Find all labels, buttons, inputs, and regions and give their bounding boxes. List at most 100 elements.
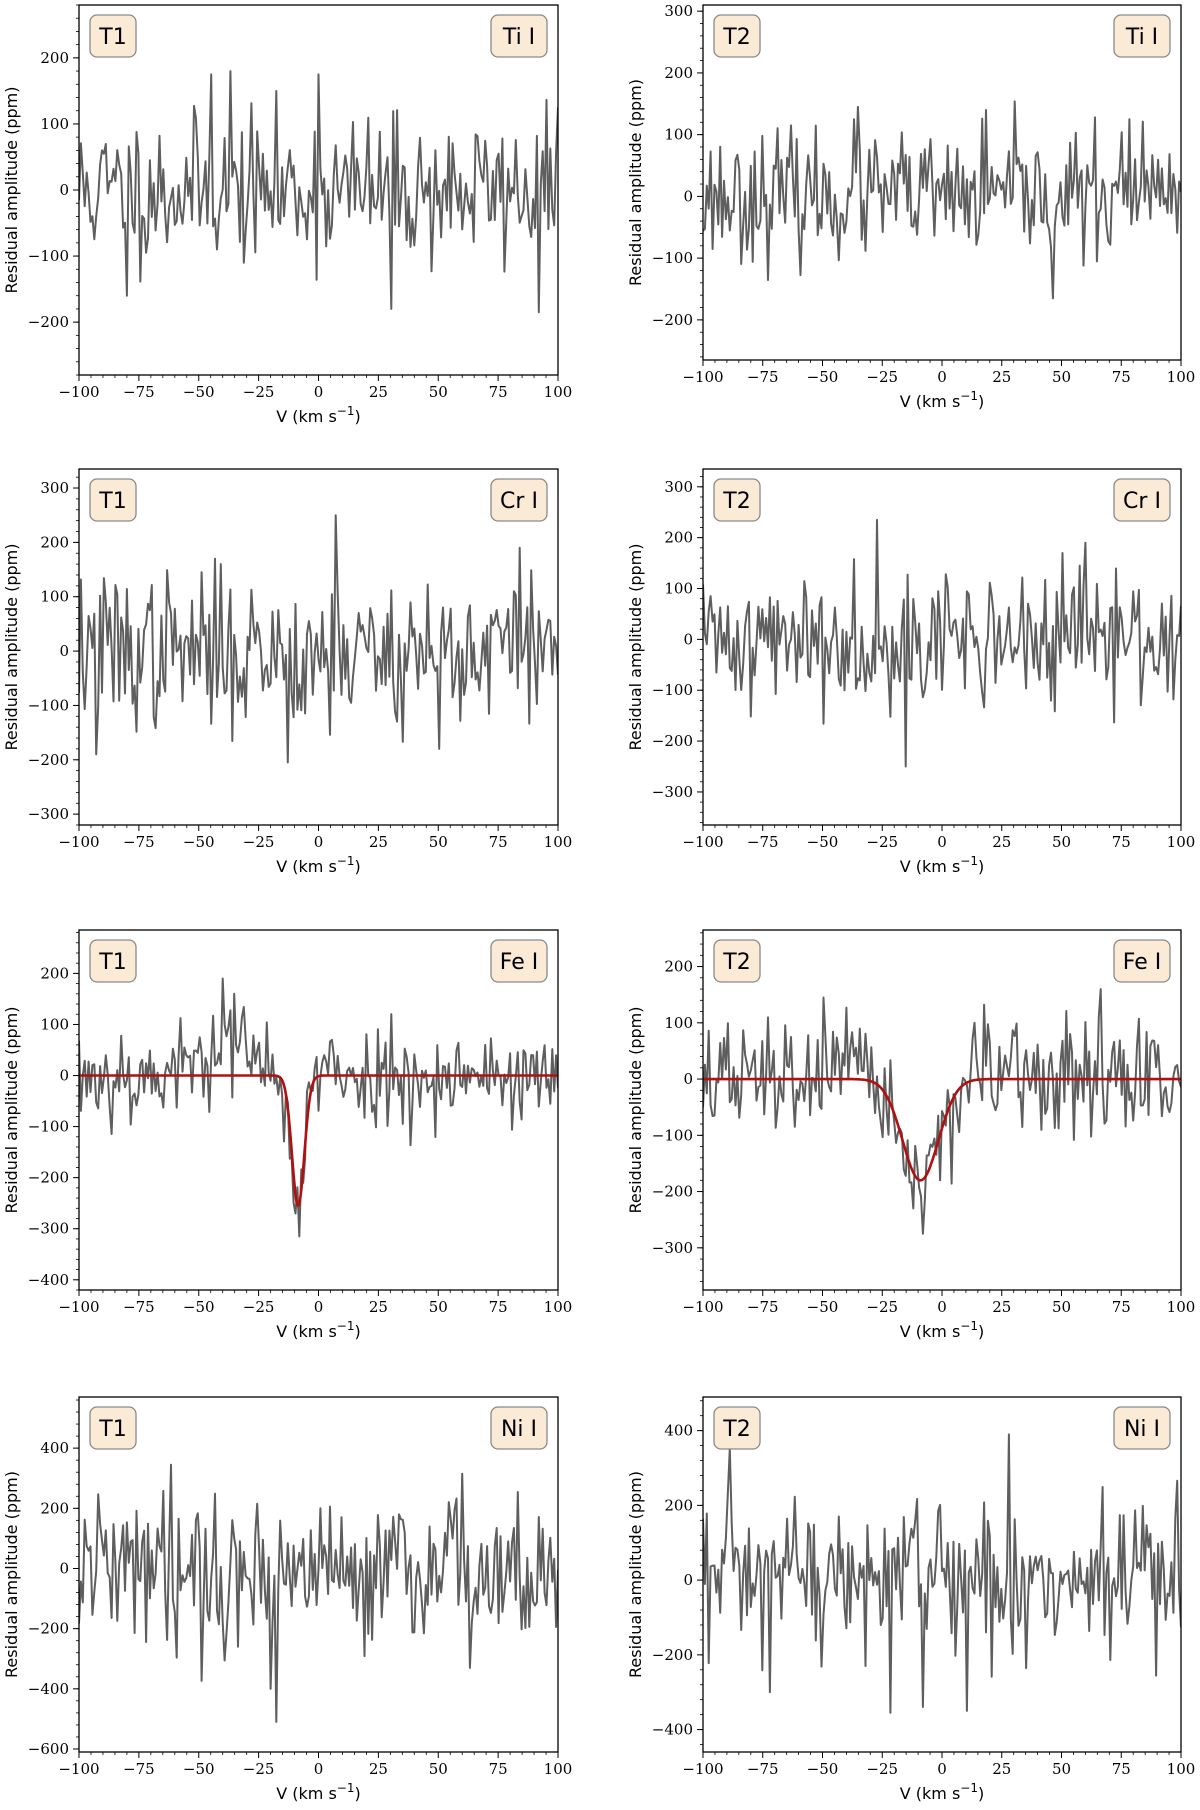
x-tick-label: −50 xyxy=(807,368,839,386)
y-tick-label: −600 xyxy=(28,1740,69,1758)
x-tick-label: 50 xyxy=(429,1760,448,1778)
x-tick-label: −25 xyxy=(243,1298,275,1316)
x-tick-label: 50 xyxy=(1052,833,1071,851)
y-tick-label: 100 xyxy=(40,588,69,606)
x-tick-label: 100 xyxy=(544,833,573,851)
y-tick-label: 0 xyxy=(683,1070,693,1088)
y-tick-label: 0 xyxy=(59,642,69,660)
x-tick-label: 75 xyxy=(489,383,508,401)
species-badge-box xyxy=(490,478,548,522)
x-tick-label: −75 xyxy=(123,1760,155,1778)
x-tick-label: 0 xyxy=(937,833,947,851)
x-tick-label: 25 xyxy=(369,383,388,401)
transit-badge: T2 xyxy=(722,489,750,514)
x-tick-label: −50 xyxy=(183,833,215,851)
y-axis-label: Residual amplitude (ppm) xyxy=(2,1471,21,1678)
x-axis-label: V (km s−1) xyxy=(900,1781,985,1803)
y-tick-label: 200 xyxy=(664,958,693,976)
y-tick-label: 200 xyxy=(664,64,693,82)
x-axis-label: V (km s−1) xyxy=(276,404,361,426)
x-tick-label: 50 xyxy=(1052,368,1071,386)
y-tick-label: −400 xyxy=(28,1271,69,1289)
transit-badge-box xyxy=(713,939,761,983)
transit-badge: T2 xyxy=(722,950,750,975)
x-tick-label: 0 xyxy=(314,833,324,851)
y-axis-label: Residual amplitude (ppm) xyxy=(626,544,645,751)
x-tick-label: 50 xyxy=(429,833,448,851)
x-tick-label: −50 xyxy=(183,383,215,401)
y-axis-label: Residual amplitude (ppm) xyxy=(2,87,21,294)
transit-badge: T1 xyxy=(98,489,126,514)
y-tick-label: 400 xyxy=(664,1422,693,1440)
x-tick-label: 25 xyxy=(369,1298,388,1316)
transit-badge: T2 xyxy=(722,25,750,50)
panel-T1-Fe: −100 −75 −50 −25 0 25 50 75 100 −400 −300 −200 −100 0… xyxy=(2,929,572,1341)
y-tick-label: −100 xyxy=(28,1118,69,1136)
x-tick-label: −25 xyxy=(866,1760,898,1778)
residual-series xyxy=(79,1463,558,1723)
y-tick-label: −200 xyxy=(28,1620,69,1638)
panel-T1-Ni: −100 −75 −50 −25 0 25 50 75 100 −600 −400 −200 0 200 4… xyxy=(2,1396,572,1803)
species-badge: Ni I xyxy=(501,1417,537,1442)
x-tick-label: −25 xyxy=(866,833,898,851)
y-tick-label: 0 xyxy=(683,630,693,648)
x-axis-label: V (km s−1) xyxy=(900,389,985,411)
species-badge-box xyxy=(490,14,548,58)
panel-T2-Ti: −100 −75 −50 −25 0 25 50 75 100 −200 −100 0 100 200 30… xyxy=(626,2,1195,411)
transit-badge-box xyxy=(89,14,137,58)
y-tick-label: −200 xyxy=(652,732,693,750)
x-tick-label: −75 xyxy=(747,368,779,386)
y-tick-label: 0 xyxy=(59,1067,69,1085)
x-tick-label: −100 xyxy=(58,1298,99,1316)
y-tick-label: −200 xyxy=(652,1183,693,1201)
x-tick-label: 0 xyxy=(937,368,947,386)
y-tick-label: −300 xyxy=(652,783,693,801)
x-tick-label: 100 xyxy=(1167,368,1196,386)
gaussian-model-fit xyxy=(79,1074,558,1208)
species-badge: Fe I xyxy=(1123,950,1161,975)
x-tick-label: 0 xyxy=(314,1760,324,1778)
x-tick-label: −100 xyxy=(58,833,99,851)
x-tick-label: 0 xyxy=(937,1760,947,1778)
x-tick-label: −75 xyxy=(747,833,779,851)
species-badge: Cr I xyxy=(500,489,538,514)
x-tick-label: 75 xyxy=(1112,368,1131,386)
x-tick-label: 50 xyxy=(1052,1298,1071,1316)
x-tick-label: −100 xyxy=(682,368,723,386)
gaussian-model-fit xyxy=(703,1077,1181,1182)
y-tick-label: −400 xyxy=(652,1721,693,1739)
x-axis-label: V (km s−1) xyxy=(900,854,985,876)
x-tick-label: −75 xyxy=(123,833,155,851)
x-tick-label: −75 xyxy=(123,1298,155,1316)
x-tick-label: 100 xyxy=(1167,1760,1196,1778)
y-tick-label: 0 xyxy=(59,1559,69,1577)
y-tick-label: 200 xyxy=(664,529,693,547)
x-tick-label: 25 xyxy=(992,833,1011,851)
x-tick-label: −25 xyxy=(243,1760,275,1778)
x-tick-label: 75 xyxy=(1112,1298,1131,1316)
species-badge: Ti I xyxy=(1125,25,1158,50)
y-tick-label: 200 xyxy=(40,1499,69,1517)
residual-series xyxy=(703,988,1181,1235)
x-tick-label: −25 xyxy=(866,1298,898,1316)
species-badge-box xyxy=(1113,1406,1171,1450)
x-tick-label: −50 xyxy=(183,1298,215,1316)
residual-series xyxy=(79,977,558,1238)
y-tick-label: 100 xyxy=(40,1015,69,1033)
y-tick-label: 300 xyxy=(40,479,69,497)
y-tick-label: −100 xyxy=(28,696,69,714)
x-tick-label: −50 xyxy=(807,1760,839,1778)
x-tick-label: −100 xyxy=(58,383,99,401)
y-tick-label: −300 xyxy=(28,805,69,823)
y-tick-label: 100 xyxy=(664,580,693,598)
y-tick-label: −200 xyxy=(652,311,693,329)
residual-series xyxy=(79,70,558,314)
x-axis-label: V (km s−1) xyxy=(276,1319,361,1341)
x-tick-label: 0 xyxy=(314,1298,324,1316)
x-tick-label: 0 xyxy=(314,383,324,401)
y-tick-label: −100 xyxy=(652,681,693,699)
x-axis-label: V (km s−1) xyxy=(276,1781,361,1803)
species-badge: Ti I xyxy=(502,25,535,50)
x-tick-label: −100 xyxy=(58,1760,99,1778)
x-tick-label: 100 xyxy=(1167,1298,1196,1316)
